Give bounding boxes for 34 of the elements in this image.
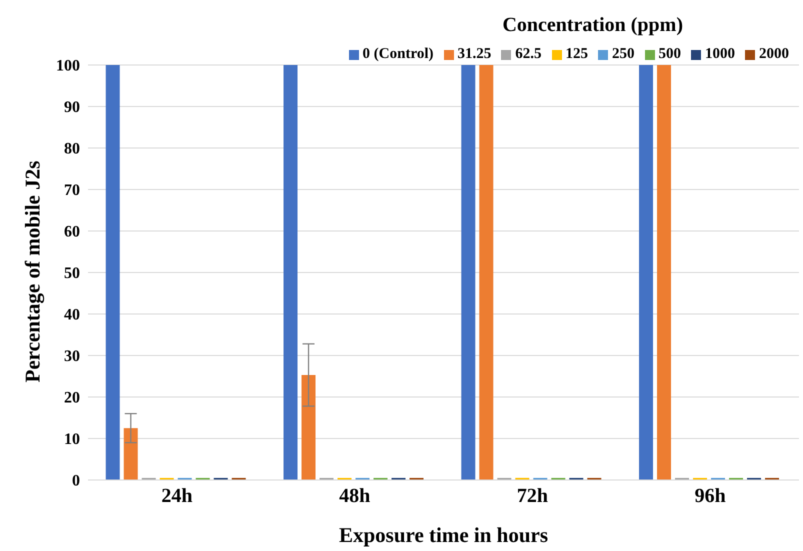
y-tick-label: 30 (64, 348, 80, 366)
bar (639, 65, 654, 480)
bar (302, 375, 316, 480)
x-tick-label: 24h (161, 485, 192, 508)
y-tick-label: 70 (64, 182, 80, 200)
y-tick-label: 40 (64, 306, 80, 324)
y-tick-label: 90 (64, 99, 80, 116)
bar (284, 65, 298, 480)
y-tick-label: 50 (64, 265, 80, 282)
bar (479, 65, 494, 480)
y-tick-label: 80 (64, 140, 80, 158)
legend-label: 1000 (705, 46, 735, 62)
x-tick-label: 72h (516, 485, 548, 508)
legend-label: 2000 (759, 46, 789, 62)
bar (124, 428, 138, 480)
bar (461, 65, 476, 480)
x-tick-label: 48h (339, 485, 370, 508)
bar (657, 65, 672, 480)
legend-label: 62.5 (515, 46, 542, 62)
x-tick-label: 96h (694, 485, 726, 508)
y-tick-label: 20 (64, 390, 80, 407)
legend-label: 0 (Control) (362, 46, 434, 62)
bar (106, 65, 120, 480)
legend-label: 31.25 (458, 46, 492, 62)
x-axis-title: Exposure time in hours (338, 523, 548, 547)
legend-label: 250 (612, 46, 634, 62)
y-tick-label: 10 (64, 431, 80, 448)
y-tick-label: 0 (72, 472, 80, 490)
y-tick-label: 100 (56, 58, 80, 75)
legend-label: 500 (658, 46, 681, 62)
legend-title: Concentration (ppm) (502, 14, 683, 37)
y-axis-title: Percentage of mobile J2s (20, 160, 44, 382)
y-tick-label: 60 (64, 224, 80, 241)
legend-label: 125 (566, 46, 588, 62)
